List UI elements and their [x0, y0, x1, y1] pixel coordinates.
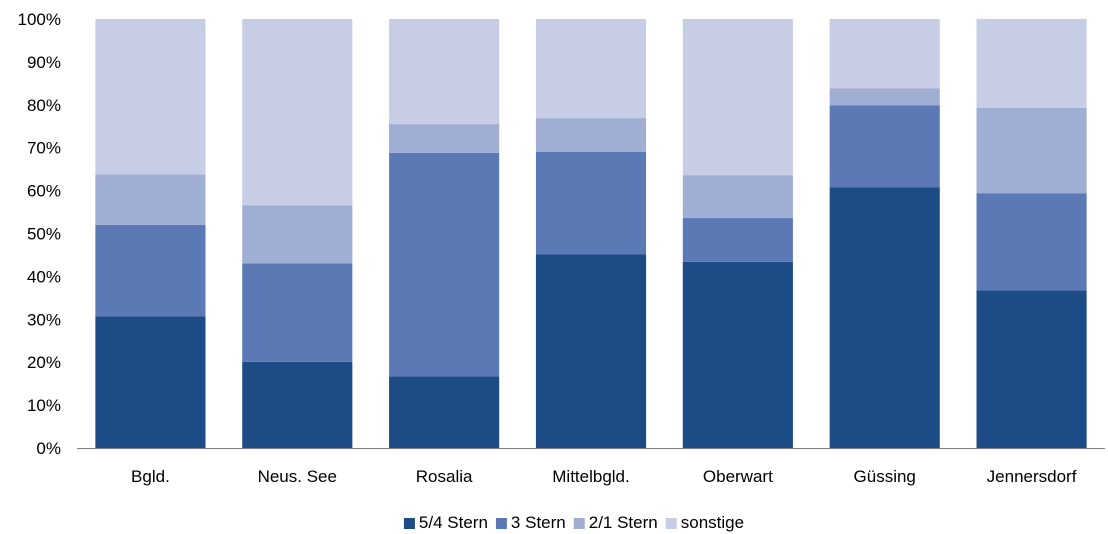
bar-segment: Neus. See – sonstige: 43.4%: [242, 19, 353, 206]
bar-segment: Rosalia – 2/1 Stern: 6.7%: [389, 124, 500, 153]
bar-segment: Oberwart – 2/1 Stern: 10%: [682, 175, 793, 219]
bar-segment: Güssing – 5/4 Stern: 60.8%: [829, 187, 940, 448]
legend-label: 2/1 Stern: [589, 513, 658, 532]
bar-segment: Bgld. – 3 Stern: 21.3%: [95, 224, 206, 317]
legend-label: 3 Stern: [511, 513, 566, 532]
category-labels: Bgld. Neus. See Rosalia Mittelbgld. Oberwart…: [131, 467, 1077, 486]
bars: Bgld. – 5/4 Stern: 30.7%Bgld. – 3 Stern:…: [95, 19, 1087, 448]
bar-segment: Rosalia – sonstige: 24.5%: [389, 19, 500, 125]
legend-label: sonstige: [681, 513, 744, 532]
y-tick-label: 90%: [27, 53, 61, 72]
bar-segment: Güssing – 2/1 Stern: 3.9%: [829, 88, 940, 106]
bar-segment: Rosalia – 5/4 Stern: 16.7%: [389, 376, 500, 448]
legend-item: sonstige: [665, 513, 744, 532]
bar-segment: Mittelbgld. – sonstige: 23.1%: [535, 19, 647, 119]
bar-segment: Rosalia – 3 Stern: 52.1%: [389, 152, 500, 377]
bar-segment: Güssing – 3 Stern: 19.1%: [829, 105, 940, 188]
x-category-label: Mittelbgld.: [552, 467, 629, 486]
bar-segment: Jennersdorf – 2/1 Stern: 19.9%: [976, 107, 1087, 194]
y-tick-label: 10%: [27, 396, 61, 415]
bar-segment: Oberwart – 5/4 Stern: 43.4%: [682, 261, 793, 448]
bar-segment: Mittelbgld. – 2/1 Stern: 7.9%: [535, 118, 647, 152]
bar-segment: Bgld. – 5/4 Stern: 30.7%: [95, 316, 206, 448]
bar-segment: Jennersdorf – 5/4 Stern: 36.7%: [976, 290, 1087, 448]
x-category-label: Rosalia: [416, 467, 473, 486]
y-tick-label: 50%: [27, 225, 61, 244]
x-category-label: Jennersdorf: [987, 467, 1077, 486]
y-tick-label: 70%: [27, 139, 61, 158]
bar-segment: Jennersdorf – 3 Stern: 22.7%: [976, 193, 1087, 291]
y-tick-label: 80%: [27, 96, 61, 115]
legend: 5/4 Stern 3 Stern 2/1 Stern sonstige: [403, 513, 744, 532]
bar-segment: Bgld. – sonstige: 36.2%: [95, 19, 206, 175]
legend-swatch: [573, 518, 585, 529]
bar-segment: Neus. See – 5/4 Stern: 20.1%: [242, 361, 353, 448]
x-category-label: Oberwart: [703, 467, 773, 486]
y-tick-label: 60%: [27, 182, 61, 201]
bar-segment: Oberwart – 3 Stern: 10.2%: [682, 218, 793, 262]
x-category-label: Güssing: [854, 467, 916, 486]
x-category-label: Bgld.: [131, 467, 170, 486]
legend-label: 5/4 Stern: [419, 513, 488, 532]
bar-segment: Neus. See – 3 Stern: 22.9%: [242, 263, 353, 362]
bar-segment: Güssing – sonstige: 16.2%: [829, 19, 940, 89]
legend-swatch: [495, 518, 507, 529]
legend-item: 3 Stern: [495, 513, 566, 532]
x-category-label: Neus. See: [258, 467, 337, 486]
legend-swatch: [665, 518, 677, 529]
y-tick-label: 20%: [27, 353, 61, 372]
y-tick-label: 0%: [36, 439, 61, 458]
bar-segment: Bgld. – 2/1 Stern: 11.8%: [95, 174, 206, 225]
legend-item: 2/1 Stern: [573, 513, 658, 532]
legend-swatch: [403, 518, 415, 529]
bar-segment: Jennersdorf – sonstige: 20.7%: [976, 19, 1087, 108]
y-tick-label: 40%: [27, 267, 61, 286]
y-axis-ticks: 0% 10% 20% 30% 40% 50% 60% 70% 80% 90% 100%: [18, 10, 61, 458]
bar-segment: Oberwart – sonstige: 36.4%: [682, 19, 793, 176]
bar-segment: Neus. See – 2/1 Stern: 13.6%: [242, 205, 353, 264]
bar-segment: Mittelbgld. – 5/4 Stern: 45.1%: [535, 254, 647, 448]
y-tick-label: 100%: [18, 10, 61, 29]
legend-item: 5/4 Stern: [403, 513, 488, 532]
y-tick-label: 30%: [27, 310, 61, 329]
bar-segment: Mittelbgld. – 3 Stern: 23.9%: [535, 151, 647, 255]
